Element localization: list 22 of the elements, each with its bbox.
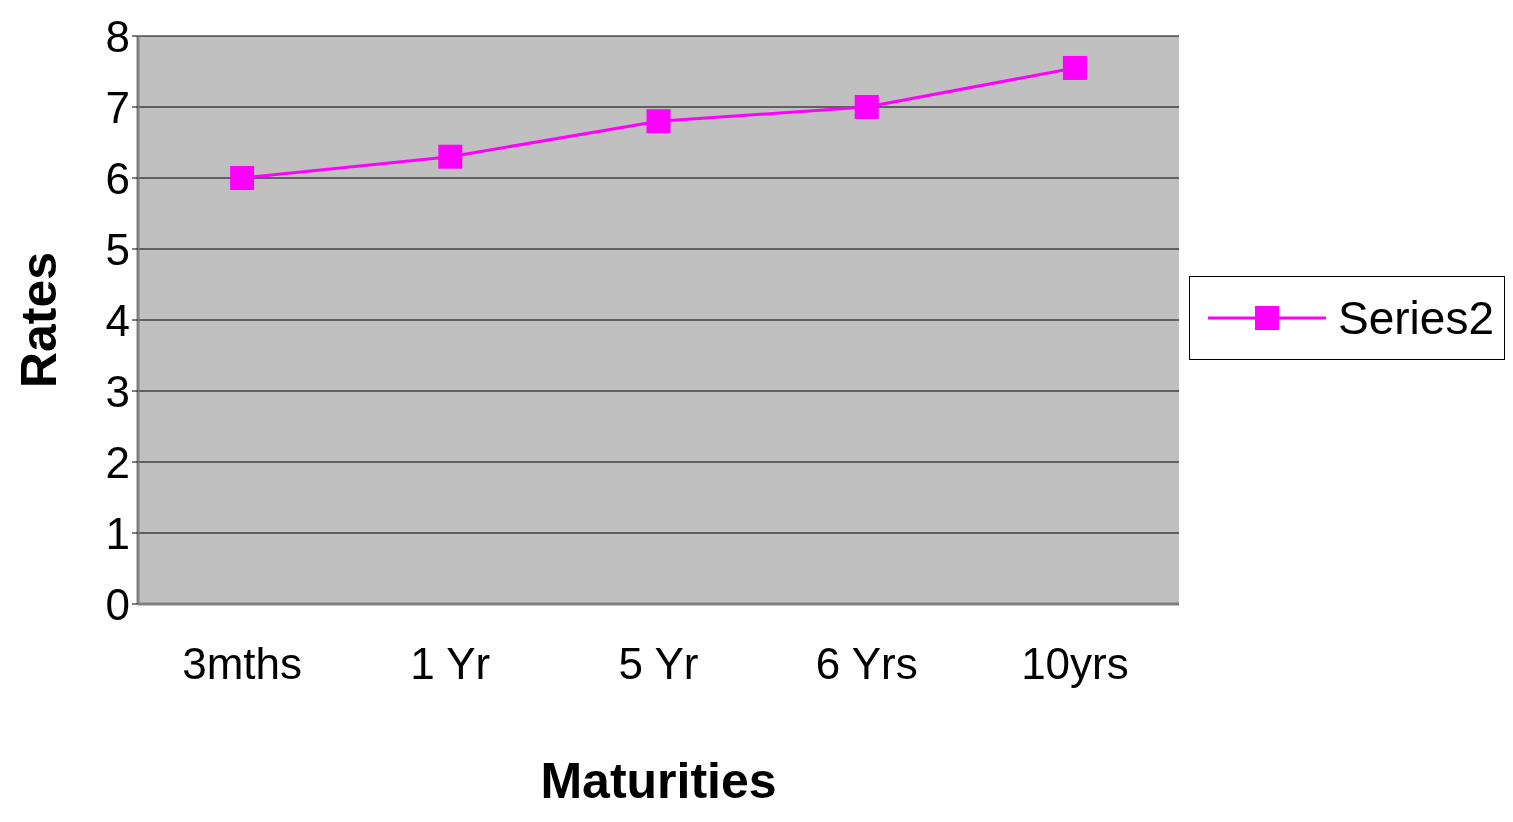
point xyxy=(1062,55,1087,80)
y-tick-label: 3 xyxy=(105,366,130,416)
x-tick-label: 1 Yr xyxy=(410,639,491,689)
y-tick-label: 5 xyxy=(105,224,130,274)
x-tick-label: 6 Yrs xyxy=(815,639,918,689)
y-axis-title: Rates xyxy=(10,251,67,389)
y-tick-label: 8 xyxy=(105,11,130,61)
x-tick-label: 5 Yr xyxy=(618,639,699,689)
y-tick-label: 1 xyxy=(105,508,130,558)
point xyxy=(854,95,879,119)
y-tick-label: 7 xyxy=(105,82,130,132)
point xyxy=(438,144,463,169)
point xyxy=(646,109,671,134)
y-tick-label: 4 xyxy=(105,295,130,345)
point xyxy=(230,166,255,190)
y-tick-label: 2 xyxy=(105,437,130,487)
x-tick-label: 3mths xyxy=(182,639,303,689)
y-tick-label: 6 xyxy=(105,153,130,203)
y-tick-label: 0 xyxy=(105,579,130,629)
x-tick-label: 10yrs xyxy=(1021,639,1129,689)
legend-label: Series2 xyxy=(1338,291,1494,345)
x-axis-title: Maturities xyxy=(540,753,777,809)
